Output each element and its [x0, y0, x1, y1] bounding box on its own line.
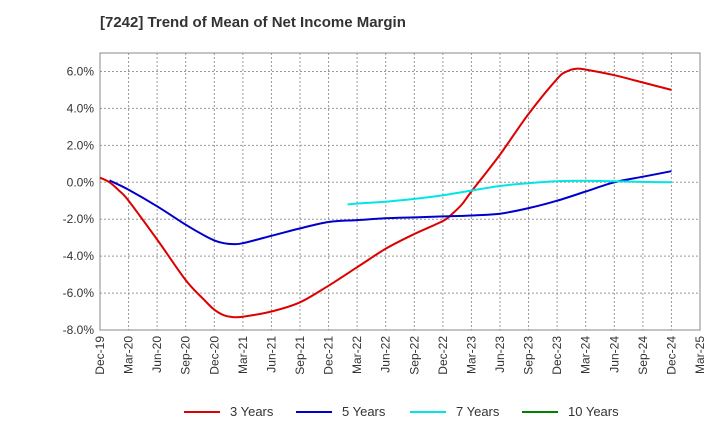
x-tick-label: Jun-20 [150, 336, 164, 373]
y-tick-label: -4.0% [63, 249, 95, 263]
legend-item: 7 Years [410, 404, 499, 419]
line-chart: 6.0% 4.0% 2.0% 0.0% -2.0% -4.0% -6.0% -8.0% Dec… [63, 52, 707, 375]
x-tick-label: Mar-20 [122, 336, 136, 374]
series-line-5-years [109, 170, 672, 246]
x-tick-label: Sep-20 [179, 336, 193, 375]
chart-title: [7242] Trend of Mean of Net Income Margi… [100, 14, 406, 31]
x-tick-label: Dec-24 [664, 336, 678, 375]
y-tick-label: 2.0% [67, 138, 95, 152]
legend-item: 10 Years [522, 404, 619, 419]
x-tick-label: Dec-20 [207, 336, 221, 375]
x-tick-label: Jun-21 [264, 336, 278, 373]
y-tick-label: -2.0% [63, 212, 95, 226]
x-tick-label: Mar-25 [693, 336, 707, 374]
y-tick-label: 4.0% [67, 101, 95, 115]
x-tick-label: Dec-19 [93, 336, 107, 375]
legend-label: 5 Years [342, 404, 386, 419]
series-line-3-years [99, 67, 672, 319]
legend-label: 10 Years [568, 404, 619, 419]
legend-item: 5 Years [296, 404, 385, 419]
x-tick-label: Mar-22 [350, 336, 364, 374]
series-line-7-years [347, 179, 672, 206]
x-axis-ticks: Dec-19 Mar-20 Jun-20 Sep-20 Dec-20 Mar-21 Jun-… [93, 336, 707, 375]
x-tick-label: Jun-23 [493, 336, 507, 373]
y-tick-label: -8.0% [63, 323, 95, 337]
legend-swatch [410, 410, 446, 413]
x-tick-label: Dec-22 [436, 336, 450, 375]
legend: 3 Years 5 Years 7 Years 10 Years [0, 404, 720, 426]
x-tick-label: Dec-23 [550, 336, 564, 375]
y-axis-ticks: 6.0% 4.0% 2.0% 0.0% -2.0% -4.0% -6.0% -8.0% [63, 64, 95, 337]
legend-label: 7 Years [456, 404, 500, 419]
x-tick-label: Sep-21 [293, 336, 307, 375]
x-tick-label: Mar-21 [236, 336, 250, 374]
plot-area-frame [99, 52, 701, 331]
grid-lines [99, 53, 701, 331]
series-lines [99, 67, 672, 319]
legend-swatch [184, 410, 220, 413]
x-tick-label: Sep-23 [522, 336, 536, 375]
legend-item: 3 Years [184, 404, 273, 419]
x-tick-label: Mar-23 [464, 336, 478, 374]
legend-label: 3 Years [230, 404, 274, 419]
x-tick-label: Jun-24 [607, 336, 621, 373]
y-tick-label: 6.0% [67, 64, 95, 78]
x-tick-label: Sep-22 [407, 336, 421, 375]
y-tick-label: 0.0% [67, 175, 95, 189]
y-tick-label: -6.0% [63, 286, 95, 300]
x-tick-label: Mar-24 [579, 336, 593, 374]
legend-swatch [296, 410, 332, 413]
x-tick-label: Jun-22 [379, 336, 393, 373]
x-tick-label: Sep-24 [636, 336, 650, 375]
x-tick-label: Dec-21 [322, 336, 336, 375]
legend-swatch [522, 410, 558, 413]
